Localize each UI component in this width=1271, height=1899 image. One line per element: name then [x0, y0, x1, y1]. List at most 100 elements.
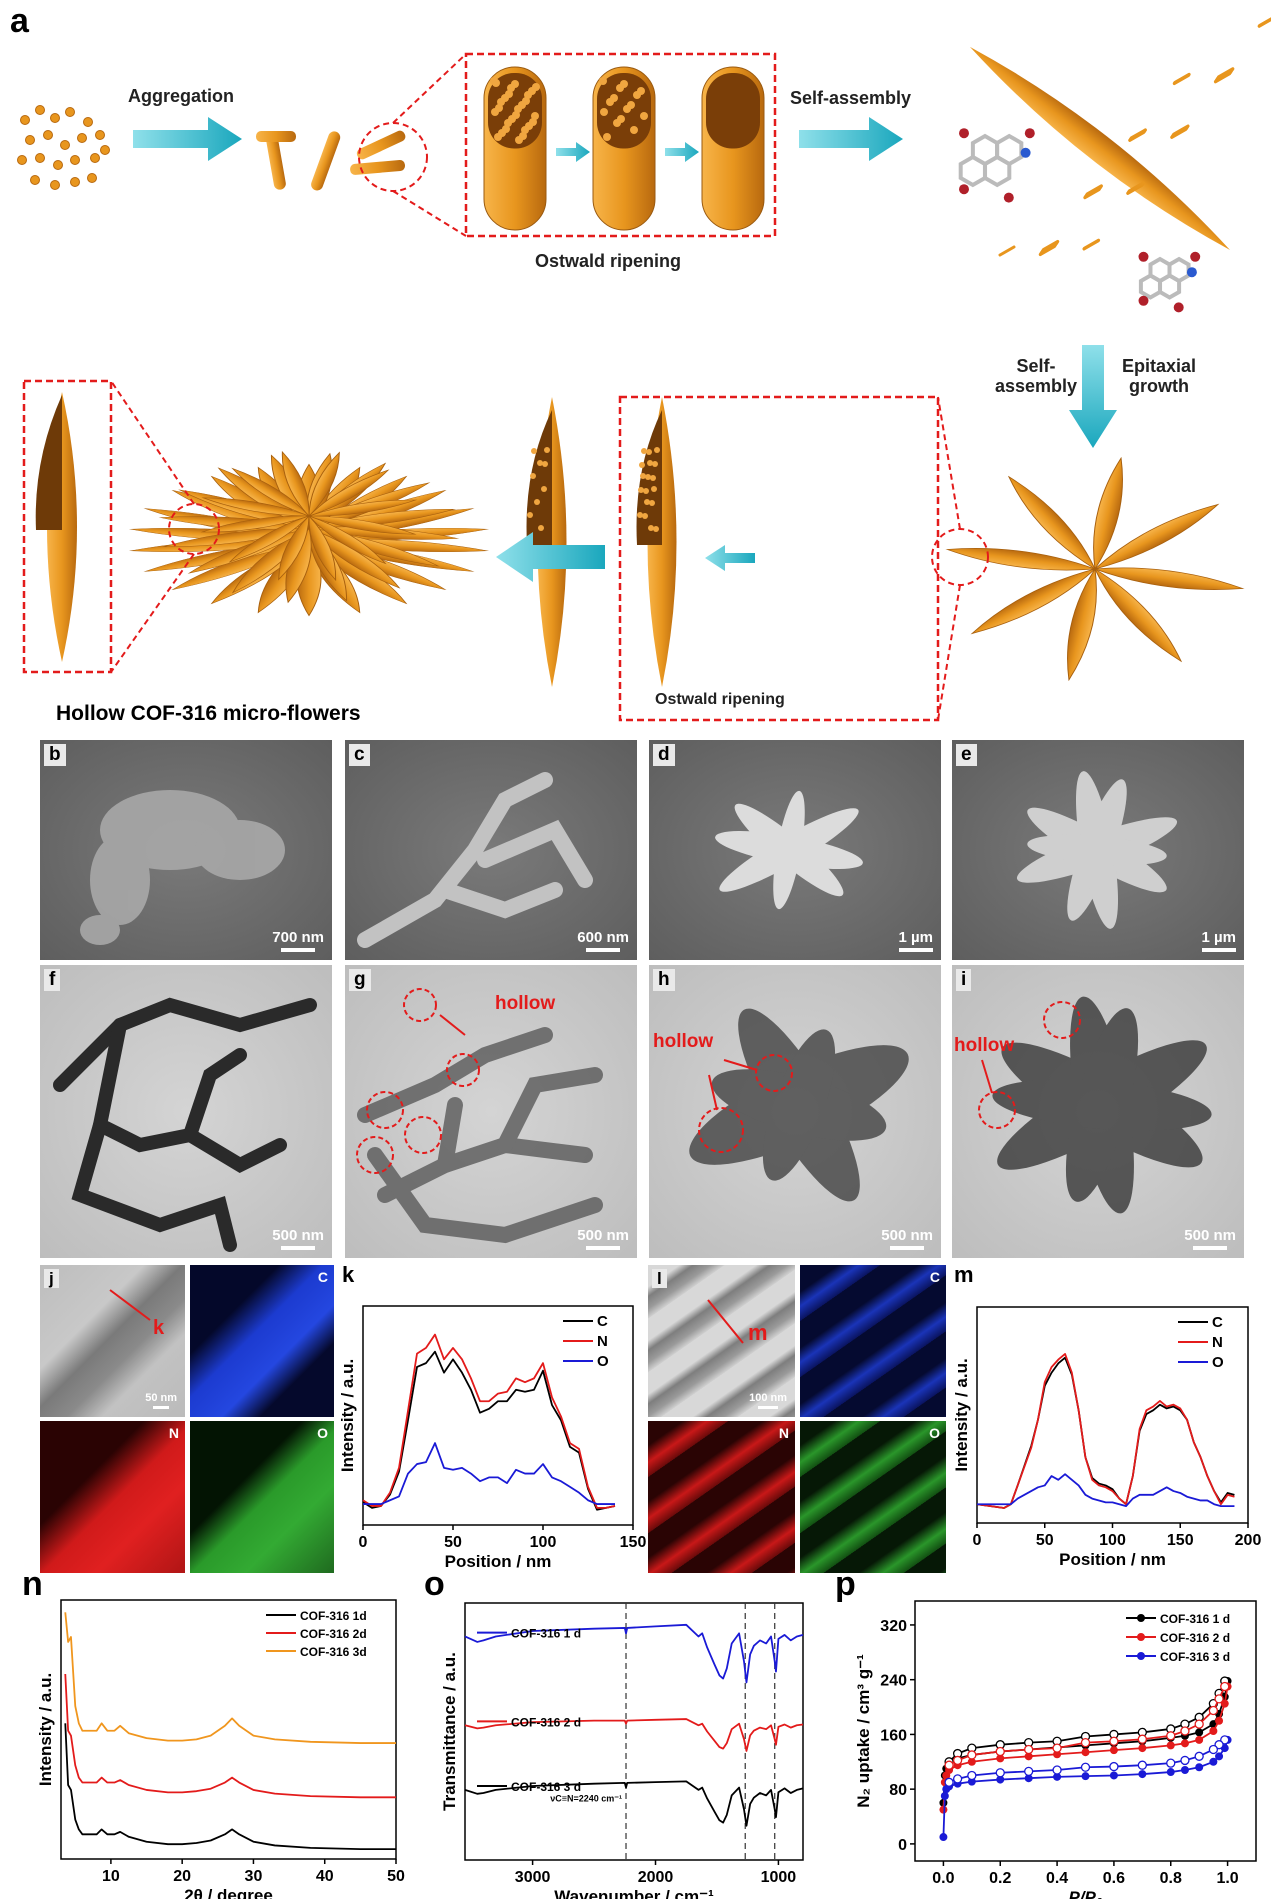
adsorption-point: [1081, 1772, 1090, 1781]
legend-label: C: [1212, 1314, 1223, 1331]
adsorption-point: [1180, 1739, 1189, 1748]
nanorod: [1085, 184, 1103, 196]
y-axis-label: Intensity / a.u.: [36, 1673, 55, 1786]
x-tick-label: 30: [245, 1868, 263, 1885]
panel-label: l: [652, 1269, 667, 1288]
eds-map-oxygen: O: [190, 1421, 334, 1573]
petal: [1093, 567, 1183, 663]
atom: [1003, 192, 1014, 203]
desorption-point: [1052, 1743, 1062, 1753]
adsorption-point: [1180, 1766, 1189, 1774]
petal: [1067, 567, 1097, 682]
sem-image-c: c 600 nm: [345, 740, 637, 960]
nanoparticle: [512, 111, 520, 119]
star-microflower: [945, 456, 1245, 682]
legend-label: COF-316 1d: [300, 1609, 367, 1623]
panel-label-k: k: [342, 1262, 355, 1287]
panel-label: h: [653, 969, 675, 991]
nanorod: [1258, 17, 1271, 27]
adsorption-point: [1024, 1752, 1033, 1761]
legend-label: COF-316 1 d: [511, 1627, 581, 1641]
legend-entry: O: [1178, 1354, 1224, 1371]
scale-bar: 500 nm: [881, 1227, 933, 1250]
small-arrow-icon: [665, 142, 699, 162]
chart-m: 0 50 100 150 200 Position / nm Intensity / a.u…: [952, 1306, 1261, 1569]
nanoparticle: [630, 126, 638, 134]
x-tick-label: 3000: [515, 1869, 551, 1886]
nanoparticle: [645, 474, 651, 480]
nanorod: [1172, 124, 1190, 136]
adsorption-point: [1024, 1774, 1033, 1783]
nanoparticle: [650, 475, 656, 481]
petal: [307, 515, 387, 565]
x-tick-label: 50: [1036, 1532, 1054, 1549]
petal: [945, 548, 1097, 571]
leaf-cavity: [35, 395, 62, 530]
x-tick-label: 50: [444, 1534, 462, 1551]
legend-entry: COF-316 2d: [266, 1627, 367, 1641]
scale-text: 500 nm: [881, 1227, 933, 1244]
nanoparticle: [544, 447, 550, 453]
x-tick-label: 0.6: [1103, 1870, 1125, 1887]
leaf-cavity: [526, 410, 552, 545]
legend-entry: COF-316 1 d: [477, 1627, 581, 1641]
zoom-circle: [168, 503, 220, 555]
figure-title: Hollow COF-316 micro-flowers: [56, 702, 361, 725]
nanoparticle: [641, 448, 647, 454]
legend-entry: COF-316 3d: [266, 1645, 367, 1659]
atom: [1024, 128, 1035, 139]
panel-label: f: [44, 969, 61, 991]
x-tick-label: 100: [1099, 1532, 1126, 1549]
legend-label: N: [597, 1333, 608, 1350]
atom: [1020, 147, 1031, 158]
x-tick-label: 100: [530, 1534, 557, 1551]
desorption-point: [1166, 1758, 1176, 1768]
tem-flower: [978, 996, 1212, 1214]
line-scan-label: m: [748, 1320, 768, 1345]
sem-image-e: e 1 µm: [952, 740, 1244, 960]
desorption-point: [1137, 1734, 1147, 1744]
nanoparticle: [534, 499, 540, 505]
x-tick-label: 2000: [638, 1869, 674, 1886]
legend-label: COF-316 1 d: [1160, 1612, 1230, 1626]
spindle-leaf: [969, 46, 1230, 250]
series-line: [464, 1780, 804, 1827]
nanoparticle: [532, 83, 540, 91]
desorption-point: [1052, 1765, 1062, 1775]
element-label: N: [778, 1425, 789, 1441]
scale-text: 1 µm: [898, 929, 934, 946]
nanoparticle: [30, 175, 40, 185]
nanoparticle: [637, 512, 643, 518]
tem-image-g: hollow g 500 nm: [345, 965, 637, 1258]
annotation: νC≡N=2240 cm⁻¹: [550, 1794, 622, 1804]
desorption-point: [952, 1755, 963, 1766]
nanoparticle: [542, 461, 548, 467]
x-tick-label: 0: [359, 1534, 368, 1551]
x-tick-label: 150: [1167, 1532, 1194, 1549]
nanoparticle: [505, 90, 513, 98]
series-line: [976, 1356, 1235, 1509]
tem-image-f: f 500 nm: [40, 965, 332, 1258]
capsule-cavity: [706, 73, 760, 149]
desorption-point: [967, 1750, 977, 1760]
adsorption-point: [1138, 1744, 1147, 1753]
nanoparticle: [640, 112, 648, 120]
nanoparticle: [600, 108, 608, 116]
line-scan-marker: [707, 1299, 744, 1344]
small-arrow-icon: [705, 545, 755, 571]
legend-entry: N: [563, 1333, 608, 1350]
adsorption-point: [939, 1833, 948, 1842]
adsorption-point: [1195, 1763, 1204, 1772]
legend-label: C: [597, 1313, 608, 1330]
petal: [1093, 456, 1123, 571]
panel-label-a: a: [10, 2, 29, 40]
scale-text: 700 nm: [272, 929, 324, 946]
nanoparticle: [25, 135, 35, 145]
adsorption-point: [996, 1775, 1005, 1784]
nanoparticle: [527, 512, 533, 518]
nanoparticle: [77, 133, 87, 143]
legend-entry: C: [1178, 1314, 1223, 1331]
desorption-point: [967, 1770, 977, 1781]
sem-particles: [357, 772, 593, 948]
